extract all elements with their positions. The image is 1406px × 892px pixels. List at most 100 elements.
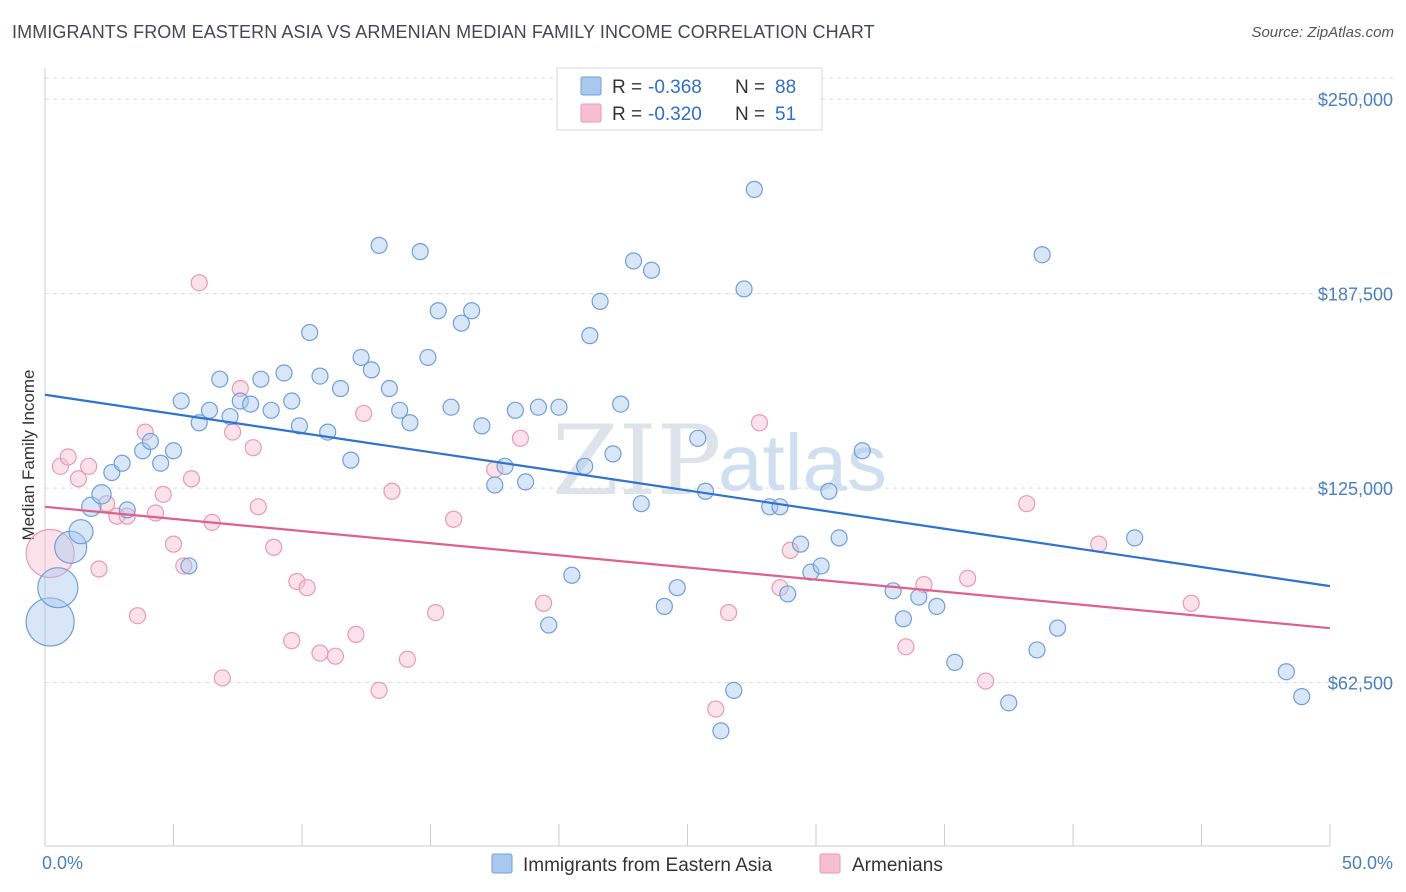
data-point	[427, 603, 445, 622]
data-point	[550, 398, 568, 416]
data-point	[68, 519, 94, 545]
data-point	[725, 681, 743, 700]
data-point	[1000, 694, 1018, 712]
data-point	[452, 314, 470, 332]
data-point	[959, 569, 977, 587]
data-point	[946, 653, 964, 671]
watermark: ZIP atlas	[552, 405, 887, 517]
data-point	[655, 597, 673, 615]
data-point	[401, 414, 419, 432]
data-point	[419, 348, 437, 367]
data-point	[25, 597, 75, 647]
data-point	[1018, 495, 1036, 513]
data-point	[265, 538, 283, 556]
data-point	[791, 535, 810, 553]
data-point	[534, 594, 553, 612]
data-point	[398, 650, 416, 668]
data-point	[486, 476, 504, 494]
data-point	[352, 348, 370, 367]
data-point	[576, 457, 594, 475]
data-point	[771, 498, 789, 516]
data-point	[164, 442, 183, 460]
data-point	[750, 414, 769, 432]
data-point	[642, 261, 661, 279]
correlation-legend: R = -0.368 N = 88 R = -0.320 N = 51	[556, 67, 823, 131]
data-point	[80, 457, 98, 475]
trend-line-eastern-asia	[44, 393, 1331, 588]
data-point	[370, 681, 388, 700]
data-point	[463, 302, 481, 320]
data-point	[411, 243, 429, 261]
data-point	[1028, 641, 1046, 659]
data-point	[362, 361, 380, 379]
data-point	[442, 398, 460, 416]
y-tick-labels: $62,500 $125,000 $187,500 $250,000	[1318, 90, 1393, 694]
data-point	[283, 632, 301, 650]
x-tick-label-max: 50.0%	[1342, 853, 1393, 873]
data-point	[275, 364, 293, 382]
data-point	[689, 429, 707, 447]
data-point	[182, 470, 201, 488]
data-point	[91, 484, 112, 505]
data-point	[113, 454, 131, 472]
data-point	[190, 274, 208, 292]
data-point	[540, 616, 558, 634]
legend-n-label-blue: N =	[735, 77, 765, 98]
data-point	[180, 557, 198, 575]
data-point	[221, 407, 239, 426]
data-point	[928, 597, 946, 615]
data-point	[301, 323, 319, 342]
data-point	[632, 495, 650, 513]
data-point	[154, 485, 172, 503]
data-point	[231, 379, 249, 398]
legend-swatch-pink	[580, 103, 602, 123]
data-point	[175, 557, 193, 575]
data-point	[612, 395, 630, 413]
series-armenians-points	[25, 274, 1200, 718]
data-point	[529, 398, 548, 416]
data-point	[707, 700, 725, 718]
data-point	[668, 579, 686, 597]
gridlines	[45, 77, 1395, 684]
data-point	[331, 379, 350, 398]
data-point	[830, 529, 848, 547]
data-point	[37, 567, 79, 609]
trend-lines	[44, 393, 1331, 630]
x-tick-marks	[44, 824, 1331, 846]
watermark-zip: ZIP	[552, 405, 721, 517]
data-point	[779, 585, 797, 603]
data-point	[1182, 594, 1200, 612]
data-point	[581, 327, 599, 345]
trend-line-armenians	[44, 505, 1331, 630]
data-point	[496, 457, 514, 475]
data-point	[429, 302, 447, 320]
y-tick-label: $62,500	[1328, 674, 1393, 694]
data-point	[262, 401, 280, 419]
legend-swatch-blue	[580, 76, 602, 96]
data-point	[624, 252, 643, 270]
data-point	[283, 392, 301, 410]
data-point	[164, 535, 183, 553]
legend-n-value-pink: 51	[775, 104, 796, 125]
data-point	[90, 560, 108, 578]
data-point	[25, 528, 75, 579]
data-point	[342, 451, 360, 469]
data-point	[290, 417, 309, 435]
data-point	[910, 588, 928, 606]
data-point	[516, 473, 535, 491]
y-tick-label: $187,500	[1318, 285, 1393, 305]
x-tick-label-min: 0.0%	[42, 853, 83, 873]
series-legend: Immigrants from Eastern Asia Armenians	[491, 853, 943, 876]
data-point	[1090, 535, 1108, 553]
data-point	[311, 367, 329, 385]
series-legend-swatch-pink	[819, 853, 841, 874]
data-point	[884, 582, 902, 600]
data-point	[152, 454, 170, 472]
data-point	[69, 470, 88, 488]
data-point	[1048, 619, 1067, 637]
data-point	[298, 579, 316, 597]
data-point	[977, 672, 995, 690]
data-point	[604, 445, 622, 463]
data-point	[894, 610, 912, 628]
data-point	[1277, 663, 1295, 681]
